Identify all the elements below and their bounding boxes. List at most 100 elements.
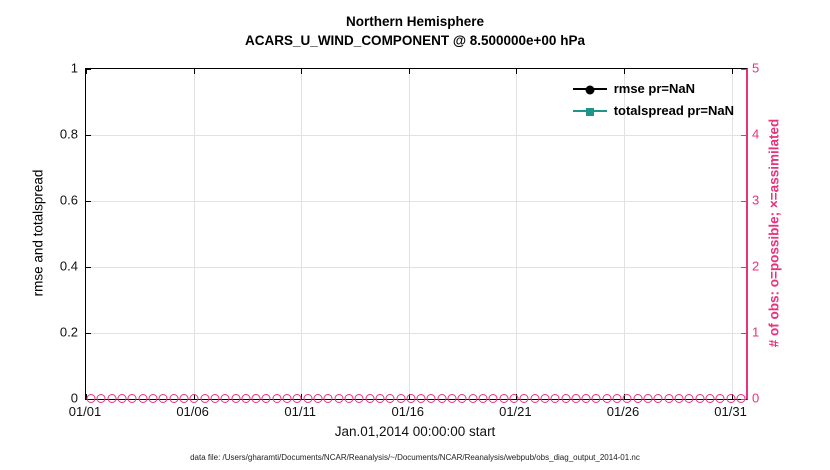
x-tick-label: 01/16: [391, 404, 425, 419]
y-tick-label-left: 0.4: [59, 258, 78, 274]
x-tick-label: 01/21: [499, 404, 532, 419]
obs-possible-marker-icon: [550, 394, 560, 403]
y-tick-label-right: 5: [752, 60, 760, 76]
x-tick-mark-top: [516, 69, 518, 74]
x-tick-mark-top: [193, 69, 195, 74]
obs-possible-marker-icon: [406, 394, 416, 403]
legend-line-sample: [572, 107, 607, 116]
y-tick-mark-left: [86, 267, 91, 268]
grid-line-vertical: [731, 69, 733, 399]
grid-line-horizontal: [86, 135, 746, 136]
obs-possible-marker-icon: [664, 394, 674, 403]
obs-possible-marker-icon: [344, 394, 354, 403]
y-tick-label-right: 4: [752, 126, 760, 142]
legend-entry: totalspread pr=NaN: [572, 103, 734, 118]
obs-possible-marker-icon: [385, 394, 395, 403]
y-tick-mark-left: [86, 333, 91, 334]
x-tick-mark: [86, 394, 87, 399]
obs-possible-marker-icon: [643, 394, 653, 403]
chart-title-line2: ACARS_U_WIND_COMPONENT @ 8.500000e+00 hP…: [245, 33, 585, 48]
obs-possible-marker-icon: [272, 394, 282, 403]
legend-square-marker-icon: [585, 107, 594, 116]
y-tick-label-right: 2: [752, 258, 760, 274]
legend-entry: rmse pr=NaN: [572, 81, 734, 96]
y-tick-label-left: 0.6: [59, 192, 78, 208]
grid-line-vertical: [623, 69, 625, 399]
obs-possible-marker-icon: [540, 394, 550, 403]
obs-possible-marker-icon: [736, 394, 746, 403]
y-tick-mark-left: [86, 201, 91, 202]
obs-possible-marker-icon: [468, 394, 478, 403]
x-tick-mark-top: [301, 69, 303, 74]
obs-possible-marker-icon: [684, 394, 694, 403]
y-tick-mark-left: [86, 69, 91, 70]
grid-line-horizontal: [86, 267, 746, 268]
y-tick-label-left: 0.2: [59, 324, 78, 340]
x-tick-mark-top: [408, 69, 410, 74]
obs-possible-marker-icon: [581, 394, 591, 403]
obs-possible-marker-icon: [334, 394, 344, 403]
y-tick-mark-right: [741, 135, 746, 136]
obs-possible-marker-icon: [488, 394, 498, 403]
obs-possible-marker-icon: [96, 394, 106, 403]
obs-possible-marker-icon: [519, 394, 529, 403]
left-axis-title: rmse and totalspread: [30, 169, 46, 297]
obs-possible-marker-icon: [426, 394, 436, 403]
obs-possible-marker-icon: [571, 394, 581, 403]
obs-possible-marker-icon: [375, 394, 385, 403]
x-tick-label: 01/01: [68, 404, 102, 419]
obs-possible-marker-icon: [323, 394, 333, 403]
obs-possible-marker-icon: [602, 394, 612, 403]
obs-possible-marker-icon: [530, 394, 540, 403]
obs-possible-marker-icon: [200, 394, 210, 403]
grid-line-horizontal: [86, 333, 746, 334]
obs-possible-marker-icon: [509, 394, 519, 403]
y-tick-label-left: 0: [70, 390, 78, 406]
y-tick-mark-right: [741, 333, 746, 334]
obs-possible-marker-icon: [705, 394, 715, 403]
obs-possible-marker-icon: [231, 394, 241, 403]
y-tick-label-left: 0.8: [59, 126, 78, 142]
legend-label: totalspread pr=NaN: [613, 103, 734, 118]
obs-possible-marker-icon: [365, 394, 375, 403]
chart-title-line1: Northern Hemisphere: [345, 14, 485, 29]
obs-possible-marker-icon: [478, 394, 488, 403]
x-tick-label: 01/31: [714, 404, 747, 419]
obs-possible-marker-icon: [220, 394, 230, 403]
grid-line-horizontal: [86, 201, 746, 202]
y-tick-mark-right: [741, 201, 746, 202]
obs-possible-marker-icon: [86, 394, 96, 403]
obs-possible-marker-icon: [612, 394, 622, 403]
obs-possible-marker-icon: [189, 394, 199, 403]
x-axis-title: Jan.01,2014 00:00:00 start: [334, 424, 496, 439]
y-tick-label-left: 1: [70, 60, 78, 76]
legend: rmse pr=NaN totalspread pr=NaN: [572, 81, 734, 118]
plot-area: rmse pr=NaN totalspread pr=NaN: [85, 68, 748, 403]
y-tick-mark-left: [86, 135, 91, 136]
obs-possible-marker-icon: [107, 394, 117, 403]
grid-line-vertical: [516, 69, 518, 399]
data-file-caption: data file: /Users/gharamti/Documents/NCA…: [190, 453, 640, 462]
obs-possible-marker-icon: [499, 394, 509, 403]
obs-possible-marker-icon: [437, 394, 447, 403]
obs-possible-marker-icon: [726, 394, 736, 403]
grid-line-vertical: [301, 69, 303, 399]
obs-possible-marker-icon: [622, 394, 632, 403]
x-tick-mark-top: [623, 69, 625, 74]
y-tick-label-right: 1: [752, 324, 760, 340]
x-tick-label: 01/11: [284, 404, 316, 419]
legend-label: rmse pr=NaN: [613, 81, 695, 96]
obs-possible-marker-icon: [313, 394, 323, 403]
obs-possible-marker-icon: [169, 394, 179, 403]
y-tick-label-right: 3: [752, 192, 760, 208]
obs-possible-marker-icon: [653, 394, 663, 403]
obs-possible-marker-icon: [633, 394, 643, 403]
obs-possible-marker-icon: [354, 394, 364, 403]
obs-possible-marker-icon: [158, 394, 168, 403]
obs-possible-marker-icon: [127, 394, 137, 403]
x-tick-label: 01/06: [176, 404, 209, 419]
obs-possible-marker-icon: [138, 394, 148, 403]
legend-circle-marker-icon: [585, 85, 595, 94]
obs-possible-marker-icon: [396, 394, 406, 403]
